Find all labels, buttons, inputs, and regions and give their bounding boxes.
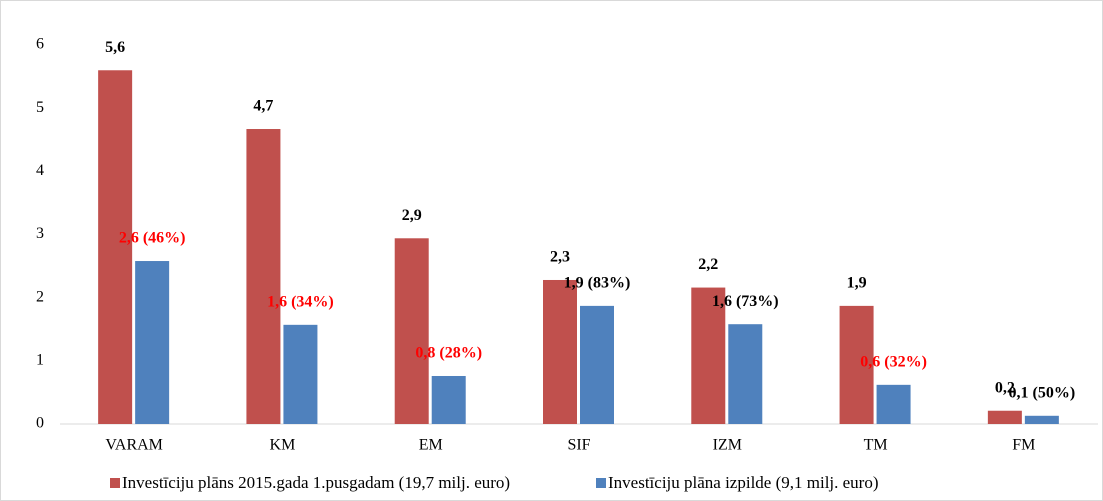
y-tick-label: 1 bbox=[36, 352, 44, 369]
x-tick-label: KM bbox=[270, 437, 296, 454]
x-tick-label: FM bbox=[1012, 437, 1035, 454]
y-tick-label: 0 bbox=[36, 415, 44, 432]
data-label: 2,3 bbox=[550, 249, 570, 266]
legend-swatch bbox=[110, 478, 120, 488]
y-tick-label: 3 bbox=[36, 225, 44, 242]
bar bbox=[1024, 415, 1059, 424]
data-label: 5,6 bbox=[105, 39, 125, 56]
bar bbox=[135, 261, 170, 424]
data-label: 0,8 (28%) bbox=[415, 345, 482, 362]
data-label: 1,9 (83%) bbox=[564, 275, 631, 292]
bar bbox=[246, 129, 281, 425]
x-tick-label: EM bbox=[419, 437, 443, 454]
x-tick-label: VARAM bbox=[105, 437, 163, 454]
data-label: 0,6 (32%) bbox=[860, 354, 927, 371]
y-tick-label: 5 bbox=[36, 99, 44, 116]
data-label: 2,6 (46%) bbox=[119, 230, 186, 247]
bar bbox=[987, 410, 1022, 424]
bar bbox=[543, 279, 577, 424]
data-label: 4,7 bbox=[253, 98, 273, 115]
bar bbox=[580, 305, 614, 424]
bar bbox=[728, 324, 763, 424]
x-tick-label: SIF bbox=[567, 437, 590, 454]
legend-label: Investīciju plāns 2015.gada 1.pusgadam (… bbox=[122, 473, 510, 492]
data-label: 2,9 bbox=[402, 207, 422, 224]
bar bbox=[431, 375, 466, 424]
data-label: 2,2 bbox=[698, 256, 718, 273]
bar bbox=[98, 70, 133, 425]
x-tick-label: TM bbox=[864, 437, 888, 454]
bar bbox=[691, 287, 726, 424]
data-label: 1,6 (34%) bbox=[267, 294, 334, 311]
y-tick-label: 6 bbox=[36, 36, 44, 53]
data-label: 1,9 bbox=[847, 275, 867, 292]
bar bbox=[394, 238, 429, 424]
legend-label: Investīciju plāna izpilde (9,1 milj. eur… bbox=[608, 473, 879, 492]
legend-swatch bbox=[596, 478, 606, 488]
data-label: 1,6 (73%) bbox=[712, 293, 779, 310]
y-tick-label: 4 bbox=[36, 162, 44, 179]
bar bbox=[283, 324, 318, 424]
data-label: 0,1 (50%) bbox=[1009, 384, 1076, 401]
data-label: 0,2 bbox=[995, 379, 1015, 396]
bar bbox=[839, 305, 874, 424]
y-tick-label: 2 bbox=[36, 288, 44, 305]
x-tick-label: IZM bbox=[713, 437, 742, 454]
bar bbox=[876, 384, 911, 424]
